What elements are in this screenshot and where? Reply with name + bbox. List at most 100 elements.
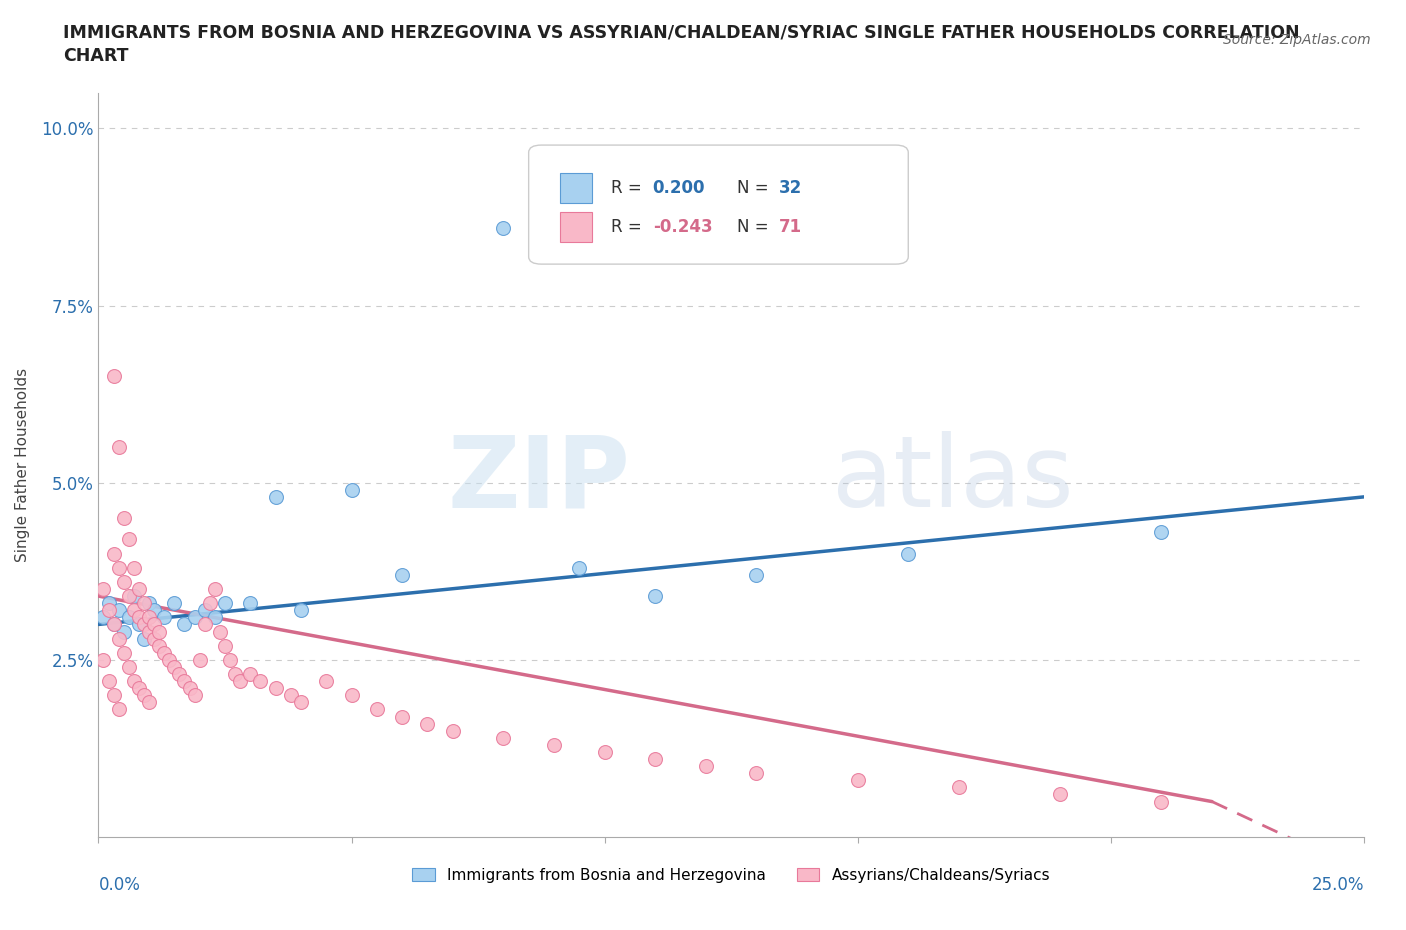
Text: IMMIGRANTS FROM BOSNIA AND HERZEGOVINA VS ASSYRIAN/CHALDEAN/SYRIAC SINGLE FATHER: IMMIGRANTS FROM BOSNIA AND HERZEGOVINA V… (63, 23, 1301, 65)
Point (118, 610, 141, 625)
Point (148, 638, 170, 653)
Point (492, 220, 515, 235)
Point (948, 780, 970, 795)
Point (198, 596, 221, 611)
Point (103, 369, 125, 384)
Point (118, 659, 141, 674)
Point (1150, 794, 1173, 809)
Point (103, 617, 125, 631)
Point (188, 653, 211, 668)
Point (183, 688, 205, 703)
Point (97, 603, 120, 618)
Point (128, 617, 150, 631)
FancyBboxPatch shape (560, 212, 592, 242)
Text: R =: R = (610, 218, 647, 236)
Point (103, 617, 125, 631)
Point (169, 667, 191, 682)
Point (107, 702, 129, 717)
Point (745, 765, 768, 780)
Point (153, 610, 176, 625)
Text: -0.243: -0.243 (652, 218, 713, 236)
Point (219, 653, 242, 668)
Point (143, 603, 166, 618)
Point (148, 624, 170, 639)
Point (132, 596, 155, 611)
Point (593, 745, 616, 760)
Point (1049, 787, 1071, 802)
Point (229, 673, 252, 688)
Point (157, 653, 180, 668)
Text: atlas: atlas (832, 432, 1074, 528)
Point (103, 546, 125, 561)
Point (118, 589, 141, 604)
Point (122, 560, 145, 575)
Point (173, 617, 195, 631)
Point (280, 688, 302, 703)
FancyBboxPatch shape (529, 145, 908, 264)
Point (143, 631, 166, 646)
Point (644, 751, 666, 766)
Point (441, 724, 464, 738)
Legend: Immigrants from Bosnia and Herzegovina, Assyrians/Chaldeans/Syriacs: Immigrants from Bosnia and Herzegovina, … (406, 861, 1056, 889)
Point (416, 716, 439, 731)
Text: 0.200: 0.200 (652, 179, 706, 197)
Point (93, 610, 115, 625)
Point (132, 631, 155, 646)
Point (290, 695, 312, 710)
Point (122, 603, 145, 618)
Point (112, 624, 135, 639)
Point (179, 681, 201, 696)
Y-axis label: Single Father Households: Single Father Households (15, 368, 30, 562)
Text: ZIP: ZIP (447, 432, 630, 528)
Point (239, 596, 262, 611)
Point (183, 610, 205, 625)
Point (163, 659, 186, 674)
Point (128, 581, 150, 596)
Point (97, 596, 120, 611)
Point (897, 546, 920, 561)
Point (340, 688, 363, 703)
Point (93, 653, 115, 668)
Point (107, 631, 129, 646)
Point (93, 581, 115, 596)
Point (745, 567, 768, 582)
Point (153, 645, 176, 660)
FancyBboxPatch shape (560, 173, 592, 203)
Point (264, 489, 287, 504)
Point (122, 589, 145, 604)
Point (112, 645, 135, 660)
Point (315, 673, 337, 688)
Point (138, 610, 160, 625)
Point (239, 667, 262, 682)
Text: 71: 71 (779, 218, 803, 236)
Text: 0.0%: 0.0% (98, 876, 141, 894)
Point (128, 681, 150, 696)
Point (194, 617, 217, 631)
Point (128, 610, 150, 625)
Point (138, 596, 160, 611)
Text: R =: R = (610, 179, 647, 197)
Point (103, 688, 125, 703)
Point (122, 673, 145, 688)
Text: N =: N = (737, 218, 775, 236)
Point (132, 688, 155, 703)
Point (138, 695, 160, 710)
Point (204, 610, 226, 625)
Point (208, 624, 231, 639)
Point (107, 560, 129, 575)
Point (644, 589, 666, 604)
Point (214, 596, 236, 611)
Point (391, 567, 413, 582)
Point (132, 617, 155, 631)
Point (224, 667, 246, 682)
Point (107, 440, 129, 455)
Point (138, 624, 160, 639)
Point (214, 638, 236, 653)
Text: 25.0%: 25.0% (1312, 876, 1364, 894)
Point (695, 759, 717, 774)
Point (846, 773, 869, 788)
Point (112, 511, 135, 525)
Point (391, 709, 413, 724)
Point (107, 603, 129, 618)
Point (340, 483, 363, 498)
